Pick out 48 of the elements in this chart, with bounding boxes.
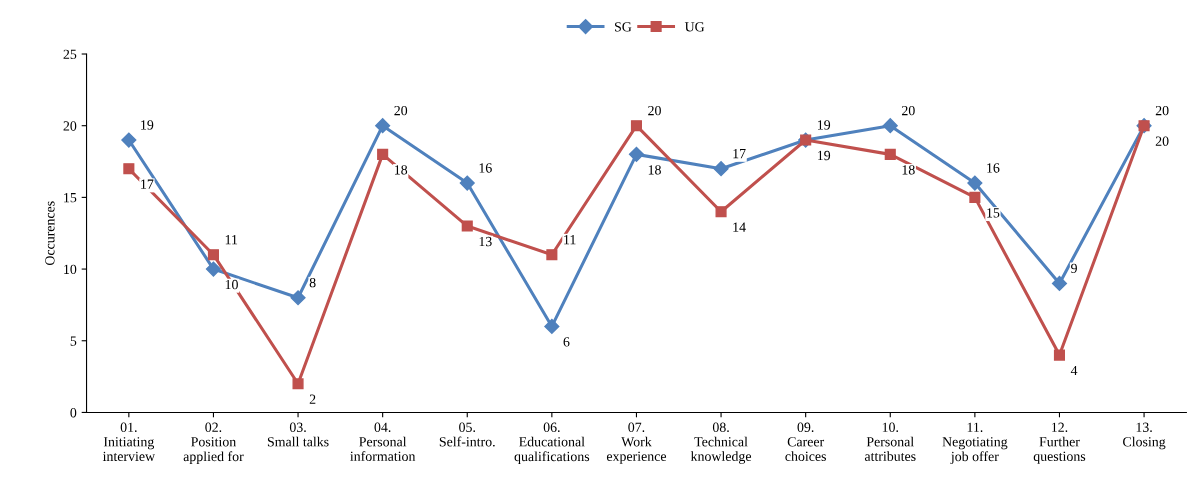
data-label: 11 bbox=[564, 235, 576, 245]
data-label: 17 bbox=[141, 179, 154, 189]
x-tick-label: 05. Self-intro. bbox=[439, 422, 495, 447]
data-label: 20 bbox=[1155, 105, 1169, 116]
x-tick-label: 09. Career choices bbox=[785, 422, 826, 461]
data-label: 16 bbox=[987, 163, 1000, 173]
x-tick-label: 03. Small talks bbox=[267, 422, 329, 447]
x-tick-label: 02. Position applied for bbox=[183, 422, 244, 464]
data-label: 18 bbox=[648, 165, 661, 175]
data-label: 2 bbox=[309, 394, 316, 404]
y-tick-label: 5 bbox=[70, 336, 77, 346]
y-axis-title: Occurences bbox=[45, 201, 55, 266]
data-label: 19 bbox=[818, 150, 831, 161]
data-label: 20 bbox=[394, 105, 408, 116]
data-label: 15 bbox=[987, 208, 1000, 218]
x-tick-label: 07. Work experience bbox=[606, 422, 667, 464]
x-tick-label: 08. Technical knowledge bbox=[690, 422, 752, 464]
x-tick-label: 11. Negotiating job offer bbox=[942, 422, 1008, 465]
data-label: 6 bbox=[563, 337, 570, 347]
data-label: 19 bbox=[141, 120, 154, 130]
legend-label: UG bbox=[684, 22, 705, 32]
y-tick-label: 10 bbox=[64, 264, 77, 275]
x-tick-label: 01. Initiating interview bbox=[102, 422, 156, 462]
data-label: 20 bbox=[648, 105, 661, 116]
y-tick-label: 20 bbox=[63, 121, 77, 131]
data-label: 18 bbox=[394, 165, 408, 175]
legend-label: SG bbox=[615, 22, 632, 32]
y-tick-label: 0 bbox=[70, 408, 77, 418]
x-tick-label: 10. Personal attributes bbox=[864, 422, 916, 461]
y-tick-label: 15 bbox=[64, 193, 77, 203]
data-label: 13 bbox=[479, 236, 492, 247]
data-label: 19 bbox=[818, 120, 831, 130]
x-tick-label: 04. Personal information bbox=[350, 422, 416, 461]
x-tick-label: 13. Closing bbox=[1123, 422, 1166, 450]
data-label: 14 bbox=[733, 222, 746, 232]
x-tick-label: 12. Further questions bbox=[1033, 422, 1086, 464]
data-label: 9 bbox=[1071, 263, 1077, 273]
data-label: 20 bbox=[1155, 136, 1169, 146]
data-label: 8 bbox=[309, 277, 316, 288]
data-label: 17 bbox=[733, 148, 746, 159]
data-label: 18 bbox=[902, 165, 915, 175]
data-label: 20 bbox=[901, 105, 915, 116]
x-tick-label: 06. Educational qualifications bbox=[514, 422, 590, 464]
data-label: 10 bbox=[225, 279, 238, 290]
data-label: 4 bbox=[1070, 365, 1078, 376]
data-label: 16 bbox=[479, 163, 492, 173]
data-label: 11 bbox=[225, 235, 238, 245]
y-tick-label: 25 bbox=[63, 49, 77, 59]
